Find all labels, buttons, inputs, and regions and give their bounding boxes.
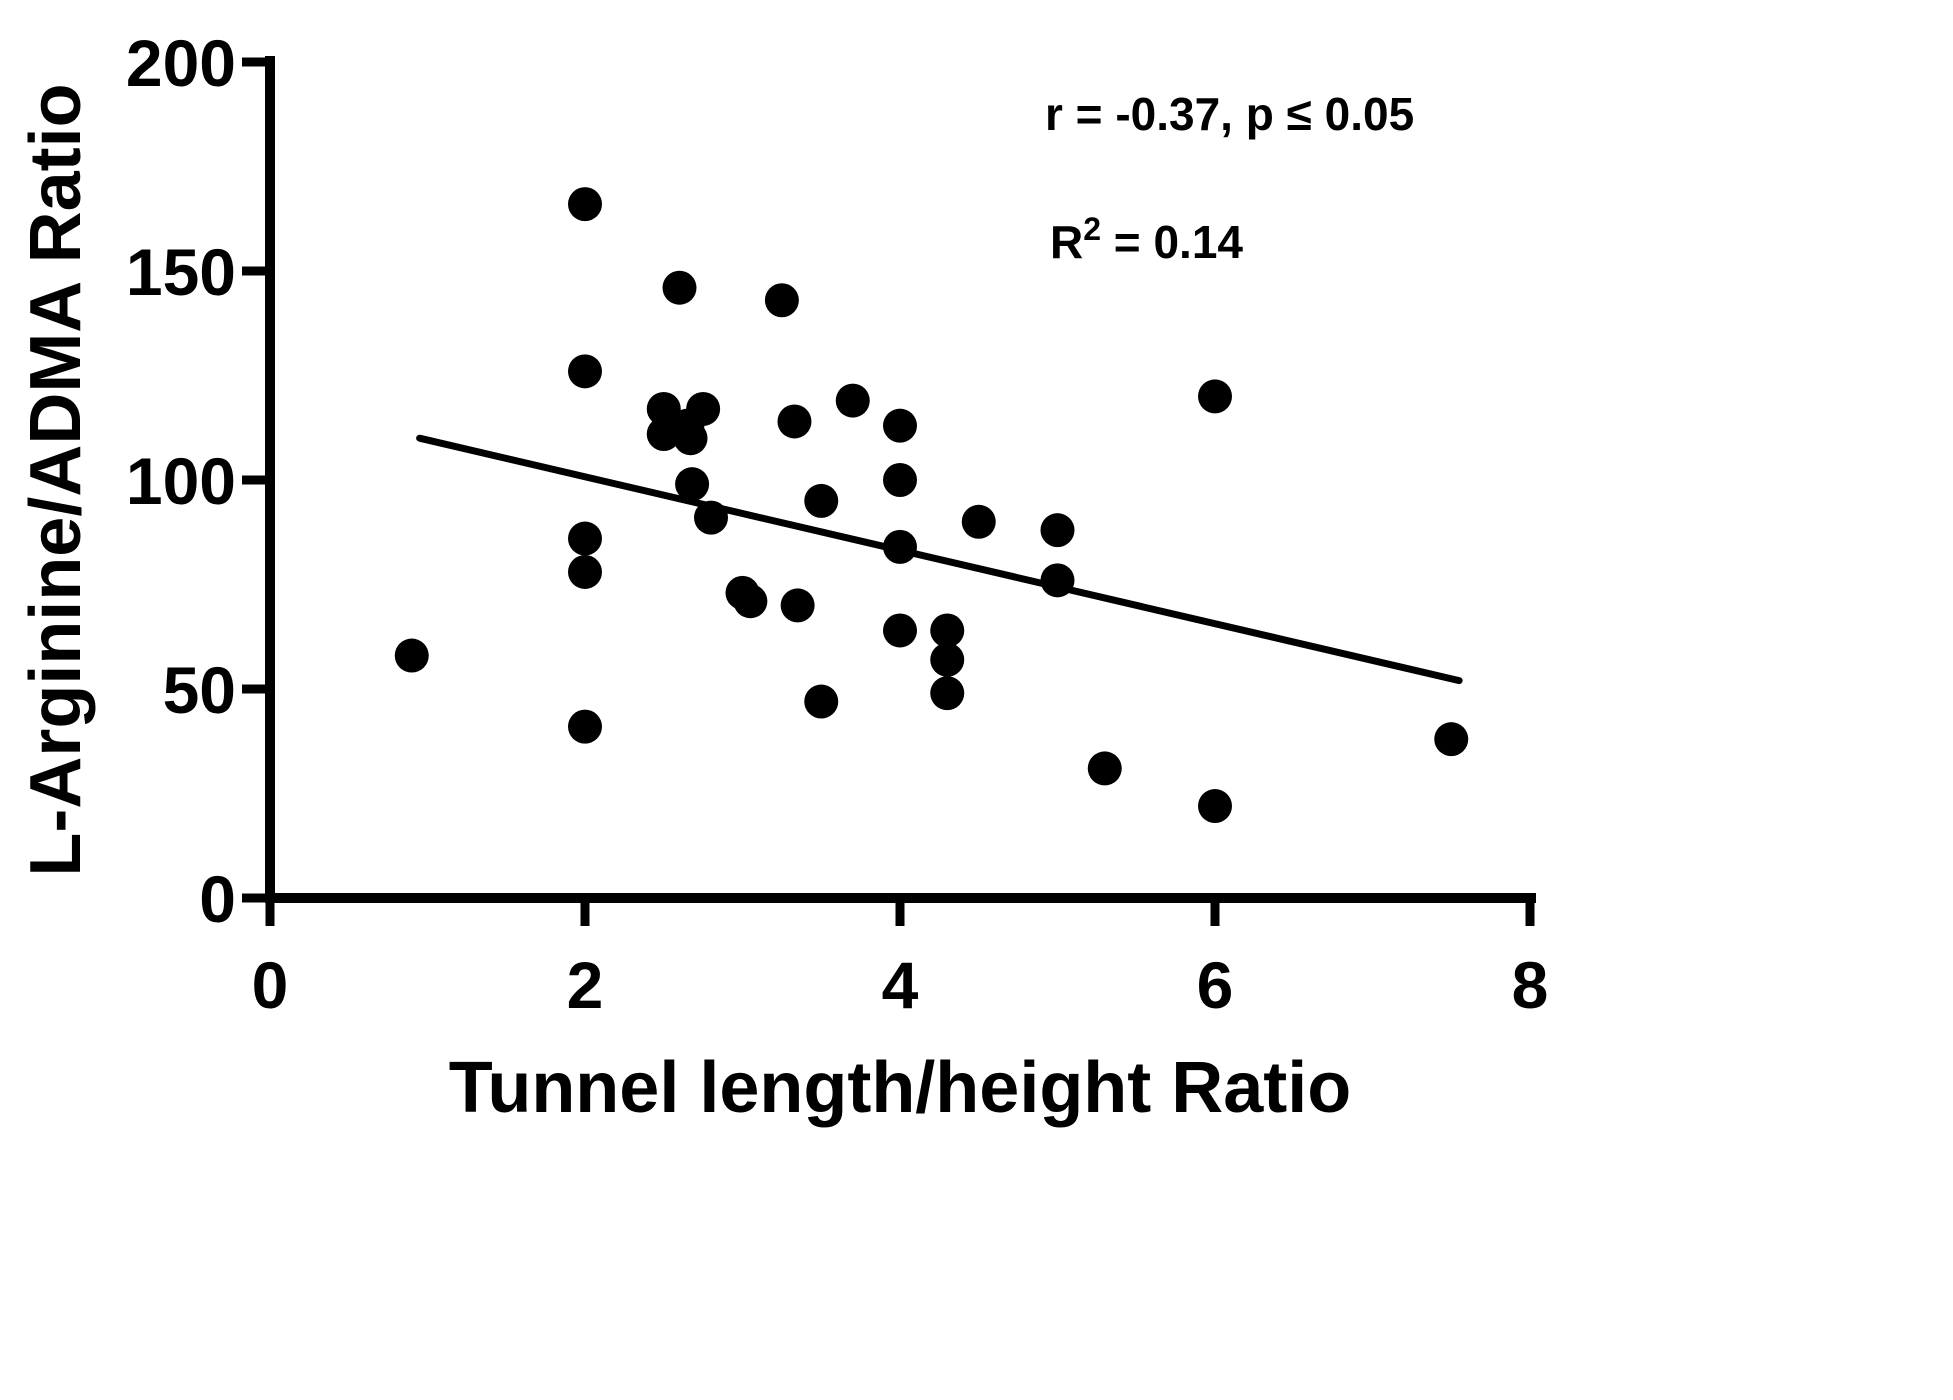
data-point [804, 483, 839, 518]
y-tick-label: 100 [126, 444, 236, 518]
x-axis-title: Tunnel length/height Ratio [449, 1048, 1352, 1128]
data-point [568, 187, 602, 222]
data-point [930, 613, 965, 648]
data-point [1040, 513, 1075, 548]
data-point [675, 467, 710, 502]
data-point [733, 584, 768, 619]
data-point [1198, 789, 1232, 824]
data-point [1434, 722, 1469, 757]
data-point [804, 684, 839, 719]
data-point [1198, 379, 1232, 414]
y-tick-label: 0 [199, 862, 236, 936]
data-point [694, 500, 728, 535]
data-point [686, 391, 721, 426]
data-point [780, 588, 815, 623]
data-point [835, 383, 870, 418]
annotation-r-squared-base: R [1050, 216, 1083, 268]
x-tick-label: 0 [252, 948, 289, 1022]
data-point [568, 554, 602, 589]
data-point [930, 676, 965, 711]
trend-line [416, 434, 1463, 685]
data-point [568, 709, 602, 744]
data-point [646, 391, 681, 426]
data-point [883, 408, 917, 443]
y-tick-label: 150 [126, 235, 236, 309]
data-point [883, 529, 917, 564]
data-point [568, 521, 602, 556]
data-point [1040, 563, 1075, 598]
data-point [764, 283, 799, 318]
data-point [394, 638, 429, 673]
annotation-r-squared: R2 = 0.14 [1050, 211, 1243, 268]
data-point [883, 613, 917, 648]
annotation-r-squared-rest: = 0.14 [1101, 216, 1243, 268]
y-axis-title: L-Arginine/ADMA Ratio [16, 83, 96, 876]
y-tick-label: 50 [163, 653, 236, 727]
x-tick-label: 8 [1512, 948, 1549, 1022]
data-point [1087, 751, 1122, 786]
x-tick-label: 6 [1197, 948, 1234, 1022]
annotation-r: r = -0.37, p ≤ 0.05 [1045, 88, 1414, 140]
data-point [961, 504, 996, 539]
x-tick-label: 2 [567, 948, 604, 1022]
data-point [777, 404, 812, 439]
data-point [930, 642, 965, 677]
plot-area: 0 2 4 6 8 0 50 100 150 200 [126, 26, 1548, 1022]
data-point [662, 270, 697, 305]
data-point [568, 354, 602, 389]
x-tick-label: 4 [882, 948, 919, 1022]
y-tick-label: 200 [126, 26, 236, 100]
annotation-r-squared-exponent: 2 [1083, 211, 1101, 247]
data-point [673, 421, 708, 456]
data-point [883, 463, 917, 497]
